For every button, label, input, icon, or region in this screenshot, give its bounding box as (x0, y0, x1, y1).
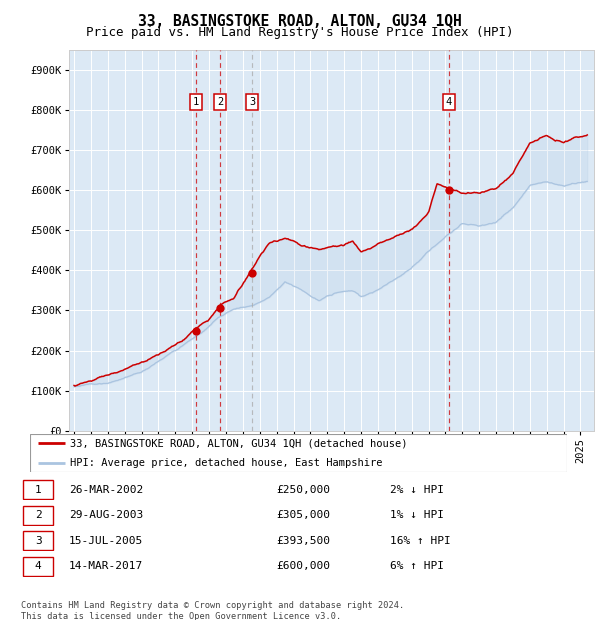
Text: 3: 3 (35, 536, 41, 546)
Text: 4: 4 (446, 97, 452, 107)
Text: 2: 2 (217, 97, 223, 107)
Text: 3: 3 (249, 97, 255, 107)
Text: £305,000: £305,000 (276, 510, 330, 520)
Text: 33, BASINGSTOKE ROAD, ALTON, GU34 1QH (detached house): 33, BASINGSTOKE ROAD, ALTON, GU34 1QH (d… (70, 438, 408, 448)
Text: 33, BASINGSTOKE ROAD, ALTON, GU34 1QH: 33, BASINGSTOKE ROAD, ALTON, GU34 1QH (138, 14, 462, 29)
Text: Price paid vs. HM Land Registry's House Price Index (HPI): Price paid vs. HM Land Registry's House … (86, 26, 514, 39)
Text: HPI: Average price, detached house, East Hampshire: HPI: Average price, detached house, East… (70, 458, 383, 468)
Text: 4: 4 (35, 561, 41, 571)
Text: £250,000: £250,000 (276, 485, 330, 495)
Text: 6% ↑ HPI: 6% ↑ HPI (390, 561, 444, 571)
Text: 1% ↓ HPI: 1% ↓ HPI (390, 510, 444, 520)
Text: £393,500: £393,500 (276, 536, 330, 546)
Text: 1: 1 (35, 485, 41, 495)
Text: 2% ↓ HPI: 2% ↓ HPI (390, 485, 444, 495)
Text: Contains HM Land Registry data © Crown copyright and database right 2024.
This d: Contains HM Land Registry data © Crown c… (21, 601, 404, 620)
Text: 26-MAR-2002: 26-MAR-2002 (69, 485, 143, 495)
Text: 2: 2 (35, 510, 41, 520)
Text: 15-JUL-2005: 15-JUL-2005 (69, 536, 143, 546)
Text: £600,000: £600,000 (276, 561, 330, 571)
Text: 14-MAR-2017: 14-MAR-2017 (69, 561, 143, 571)
Text: 16% ↑ HPI: 16% ↑ HPI (390, 536, 451, 546)
Text: 1: 1 (193, 97, 199, 107)
Text: 29-AUG-2003: 29-AUG-2003 (69, 510, 143, 520)
